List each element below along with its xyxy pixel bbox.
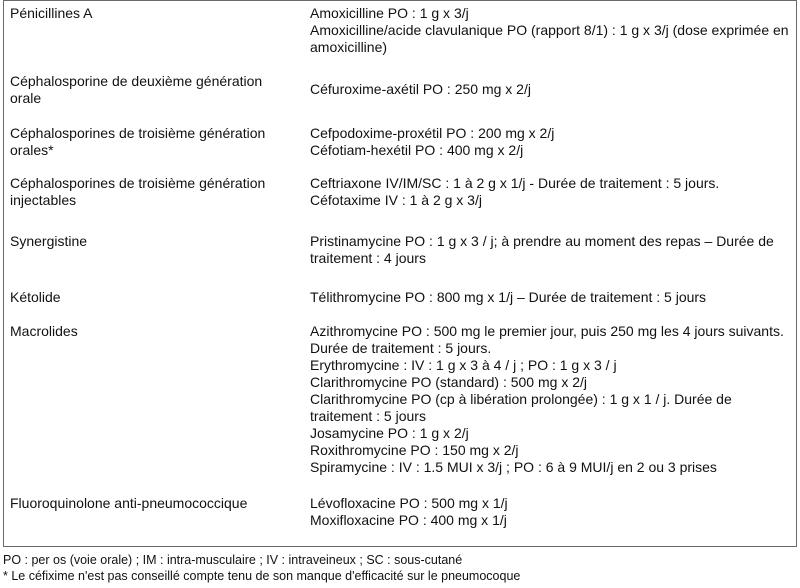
antibiotic-class-label: Céphalosporines de troisième génération …: [10, 124, 266, 158]
table-row: Synergistine Pristinamycine PO : 1 g x 3…: [4, 225, 797, 281]
dosage-line: Amoxicilline PO : 1 g x 3/j: [310, 5, 469, 21]
dosage-line: Erythromycine : IV : 1 g x 3 à 4 / j ; P…: [310, 356, 617, 373]
cefixime-footnote: * Le céfixime n'est pas conseillé compte…: [3, 569, 521, 583]
dosage-line: Clarithromycine PO (standard) : 500 mg x…: [310, 373, 587, 390]
dosage-line: Amoxicilline/acide clavulanique PO (rapp…: [310, 22, 789, 55]
antibiotic-class-cell: Synergistine: [4, 225, 301, 281]
antibiotic-class-label: Synergistine: [10, 232, 88, 249]
antibiotic-class-label: Fluoroquinolone anti-pneumococcique: [10, 494, 248, 511]
antibiotic-class-label: Macrolides: [10, 322, 78, 339]
antibiotic-class-cell: Fluoroquinolone anti-pneumococcique: [4, 487, 301, 547]
dosage-cell: Pristinamycine PO : 1 g x 3 / j; à prend…: [300, 225, 797, 281]
dosage-line: Pristinamycine PO : 1 g x 3 / j; à prend…: [310, 232, 774, 266]
dosage-line: Céfotaxime IV : 1 à 2 g x 3/j: [310, 191, 482, 208]
table-row: Fluoroquinolone anti-pneumococcique Lévo…: [4, 487, 797, 547]
dosage-line: Moxifloxacine PO : 400 mg x 1/j: [310, 511, 507, 528]
dosage-line: Clarithromycine PO (cp à libération prol…: [310, 390, 732, 424]
antibiotic-class-label: Pénicillines A: [10, 5, 93, 21]
dosage-line: Télithromycine PO : 800 mg x 1/j – Durée…: [310, 288, 707, 305]
antibiotic-class-cell: Céphalosporines de troisième génération …: [4, 117, 301, 169]
dosage-line: Ceftriaxone IV/IM/SC : 1 à 2 g x 1/j - D…: [310, 174, 720, 191]
table-row: Macrolides Azithromycine PO : 500 mg le …: [4, 315, 797, 487]
antibiotic-class-cell: Kétolide: [4, 281, 301, 315]
dosage-line: Céfotiam-hexétil PO : 400 mg x 2/j: [310, 141, 524, 158]
dosage-line: Roxithromycine PO : 150 mg x 2/j: [310, 441, 519, 458]
table-row: Céphalosporines de troisième génération …: [4, 169, 797, 225]
dosage-line: Azithromycine PO : 500 mg le premier jou…: [310, 322, 784, 356]
antibiotic-class-cell: Céphalosporine de deuxième génération or…: [4, 67, 301, 117]
dosage-cell: Azithromycine PO : 500 mg le premier jou…: [300, 315, 797, 487]
antibiotic-table-container: Pénicillines A Amoxicilline PO : 1 g x 3…: [3, 0, 797, 547]
dosage-cell: Ceftriaxone IV/IM/SC : 1 à 2 g x 1/j - D…: [300, 169, 797, 225]
dosage-cell: Lévofloxacine PO : 500 mg x 1/j Moxiflox…: [300, 487, 797, 547]
table-row: Céphalosporines de troisième génération …: [4, 117, 797, 169]
table-row: Kétolide Télithromycine PO : 800 mg x 1/…: [4, 281, 797, 315]
dosage-line: Spiramycine : IV : 1.5 MUI x 3/j ; PO : …: [310, 458, 717, 475]
dosage-line: Josamycine PO : 1 g x 2/j: [310, 424, 469, 441]
dosage-line: Cefpodoxime-proxétil PO : 200 mg x 2/j: [310, 124, 555, 141]
dosage-line: Lévofloxacine PO : 500 mg x 1/j: [310, 494, 508, 511]
table-row: Pénicillines A Amoxicilline PO : 1 g x 3…: [4, 1, 797, 67]
table-footnotes: PO : per os (voie orale) ; IM : intra-mu…: [3, 552, 797, 584]
dosage-cell: Télithromycine PO : 800 mg x 1/j – Durée…: [300, 281, 797, 315]
table-row: Céphalosporine de deuxième génération or…: [4, 67, 797, 117]
antibiotic-dosage-table: Pénicillines A Amoxicilline PO : 1 g x 3…: [3, 0, 797, 547]
dosage-cell: Cefpodoxime-proxétil PO : 200 mg x 2/j C…: [300, 117, 797, 169]
dosage-line: Céfuroxime-axétil PO : 250 mg x 2/j: [310, 80, 531, 97]
antibiotic-class-cell: Pénicillines A: [4, 1, 301, 67]
antibiotic-class-label: Céphalosporine de deuxième génération or…: [10, 72, 263, 106]
antibiotic-class-label: Céphalosporines de troisième génération …: [10, 174, 266, 208]
antibiotic-class-label: Kétolide: [10, 288, 61, 305]
dosage-cell: Amoxicilline PO : 1 g x 3/j Amoxicilline…: [300, 1, 797, 67]
antibiotic-class-cell: Macrolides: [4, 315, 301, 487]
dosage-cell: Céfuroxime-axétil PO : 250 mg x 2/j: [300, 67, 797, 117]
abbreviation-footnote: PO : per os (voie orale) ; IM : intra-mu…: [3, 553, 463, 567]
antibiotic-class-cell: Céphalosporines de troisième génération …: [4, 169, 301, 225]
